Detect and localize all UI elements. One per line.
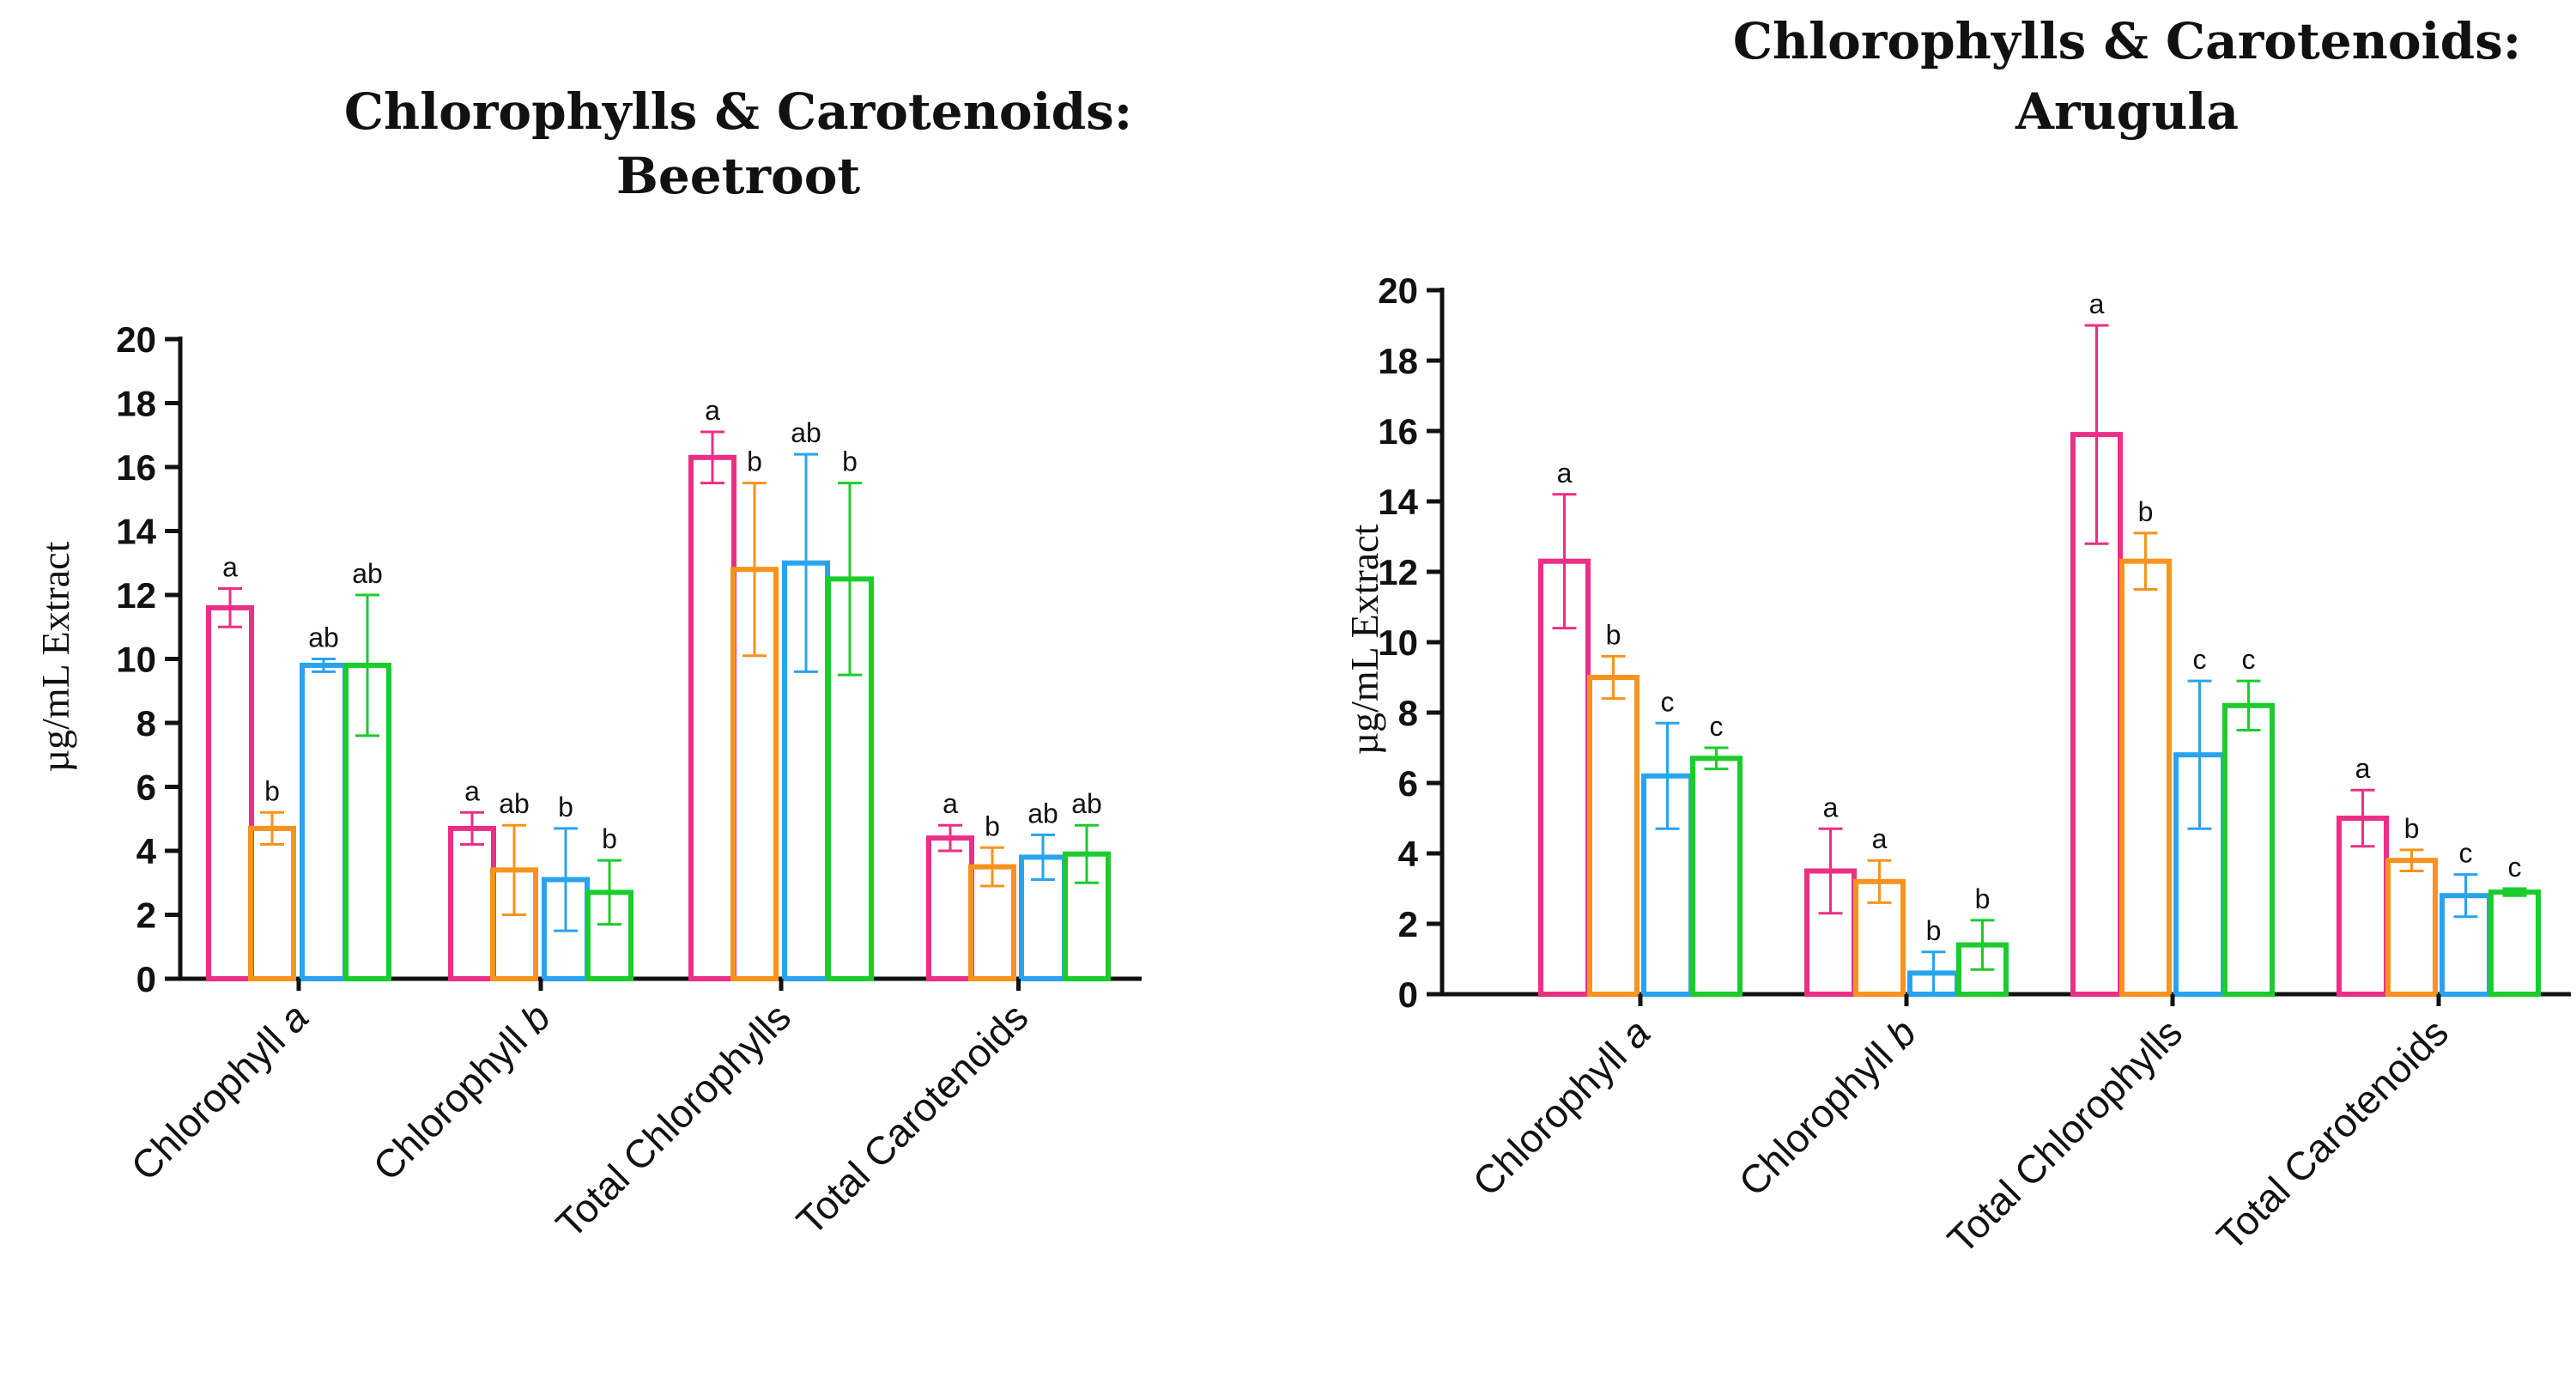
category-label: Total Carotenoids	[2208, 1010, 2457, 1259]
y-axis-label: µg/mL Extract	[33, 541, 77, 772]
significance-label: b	[2404, 813, 2420, 844]
category-label: Chlorophyll a	[1464, 1010, 1658, 1205]
y-tick-label: 4	[136, 831, 157, 871]
bar	[1690, 756, 1743, 997]
y-tick-label: 0	[136, 959, 156, 999]
significance-label: c	[2193, 644, 2207, 675]
y-tick-label: 18	[116, 384, 156, 424]
bar	[448, 825, 496, 981]
y-tick-label: 6	[136, 768, 156, 808]
category-label-text: Total Chlorophylls	[548, 994, 799, 1246]
significance-label: ab	[499, 788, 530, 819]
significance-label: b	[1606, 619, 1621, 650]
category-label: Chlorophyll a	[122, 994, 317, 1189]
y-tick-label: 2	[1398, 904, 1418, 944]
y-tick-label: 14	[1378, 482, 1418, 522]
significance-label: b	[842, 446, 858, 477]
significance-label: a	[2089, 288, 2105, 319]
y-tick-label: 10	[116, 640, 156, 680]
y-tick-label: 6	[1398, 763, 1418, 804]
significance-label: b	[602, 823, 617, 854]
y-tick-label: 20	[1378, 270, 1418, 311]
category-label-text: Total Carotenoids	[2208, 1010, 2457, 1259]
significance-label: b	[1975, 883, 1991, 914]
category-label: Total Chlorophylls	[1939, 1010, 2191, 1261]
category-label-text: Chlorophyll	[1464, 1025, 1643, 1205]
beetroot-chart: Chlorophylls & Carotenoids: Beetroot µg/mL…	[33, 82, 1142, 1247]
chart-title-line: Chlorophylls & Carotenoids:	[1733, 12, 2521, 70]
significance-label: a	[222, 552, 238, 583]
significance-label: b	[558, 792, 573, 822]
bar	[2119, 558, 2172, 997]
significance-label: b	[747, 446, 762, 477]
bar	[2222, 702, 2275, 997]
y-tick-label: 2	[136, 895, 156, 936]
significance-label: a	[705, 395, 720, 426]
category-label-text: Total Chlorophylls	[1939, 1010, 2191, 1261]
y-tick-label: 4	[1398, 834, 1419, 874]
y-tick-label: 16	[1378, 411, 1418, 452]
significance-label: c	[2242, 644, 2256, 675]
category-label: Total Carotenoids	[788, 994, 1037, 1243]
significance-label: ab	[1027, 798, 1058, 828]
significance-label: a	[1823, 792, 1839, 822]
chart-title-line: Arugula	[2015, 82, 2239, 141]
bar	[300, 662, 348, 981]
y-tick-label: 16	[116, 447, 156, 488]
y-tick-label: 10	[1378, 622, 1418, 663]
bar	[206, 604, 254, 982]
bar	[926, 835, 974, 981]
significance-label: b	[1926, 915, 1942, 946]
bar	[2385, 858, 2438, 998]
significance-label: ab	[791, 417, 821, 448]
significance-label: c	[2508, 852, 2522, 883]
category-label-text: Chlorophyll	[1730, 1025, 1909, 1205]
significance-label: a	[943, 788, 958, 819]
y-tick-label: 18	[1378, 341, 1418, 381]
chart-title-line: Chlorophylls & Carotenoids:	[344, 82, 1132, 141]
bar	[688, 454, 736, 981]
significance-label: c	[1661, 686, 1675, 717]
significance-label: c	[2459, 838, 2473, 869]
y-axis-label: µg/mL Extract	[1343, 524, 1386, 755]
category-label: Chlorophyll b	[1730, 1010, 1924, 1205]
y-tick-label: 8	[136, 703, 156, 744]
y-tick-label: 8	[1398, 693, 1418, 733]
significance-label: ab	[1071, 788, 1102, 819]
bar	[1587, 675, 1640, 997]
significance-label: b	[985, 810, 1000, 841]
chart-title-line: Beetroot	[616, 147, 861, 205]
y-tick-label: 14	[116, 512, 156, 552]
y-tick-label: 0	[1398, 974, 1418, 1015]
category-label-text: Total Carotenoids	[788, 994, 1037, 1243]
significance-label: ab	[308, 622, 339, 653]
significance-label: b	[264, 775, 280, 806]
arugula-chart: Chlorophylls & Carotenoids: Arugula µg/mL …	[1343, 12, 2571, 1262]
significance-label: ab	[352, 558, 383, 589]
bar	[2488, 889, 2541, 997]
significance-label: a	[464, 775, 480, 806]
category-label-text: Chlorophyll	[122, 1010, 301, 1189]
category-label: Total Chlorophylls	[548, 994, 799, 1246]
significance-label: a	[1557, 458, 1573, 489]
significance-label: b	[2138, 496, 2154, 527]
bar	[248, 825, 296, 981]
significance-label: a	[2355, 753, 2371, 784]
significance-label: a	[1872, 823, 1888, 854]
category-label: Chlorophyll b	[364, 994, 559, 1189]
y-tick-label: 12	[1378, 552, 1418, 592]
significance-label: c	[1710, 711, 1724, 742]
y-tick-label: 12	[116, 575, 156, 616]
y-tick-label: 20	[116, 319, 156, 360]
category-label-text: Chlorophyll	[364, 1010, 543, 1189]
